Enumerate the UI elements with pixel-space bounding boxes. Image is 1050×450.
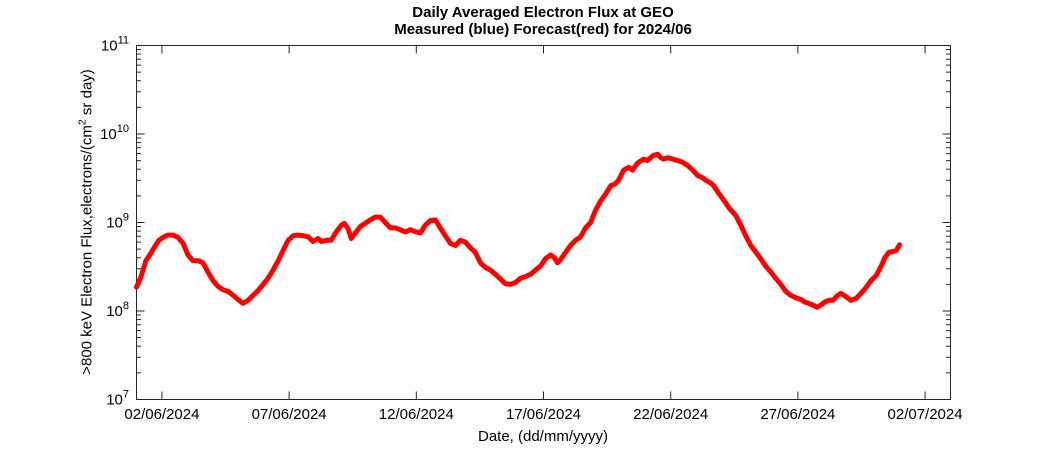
x-tick-label: 02/07/2024: [888, 406, 963, 423]
y-tick-label: 1011: [101, 35, 129, 55]
x-tick-label: 12/06/2024: [379, 406, 454, 423]
y-tick-label: 107: [106, 389, 129, 409]
x-tick-label: 07/06/2024: [252, 406, 327, 423]
x-tick-label: 02/06/2024: [124, 406, 199, 423]
x-tick-label: 17/06/2024: [506, 406, 581, 423]
x-axis-label: Date, (dd/mm/yyyy): [477, 428, 609, 445]
plot-frame: [136, 45, 951, 400]
x-tick-label: 27/06/2024: [760, 406, 835, 423]
chart-subtitle: Measured (blue) Forecast(red) for 2024/0…: [394, 21, 692, 38]
y-tick-label: 108: [106, 300, 129, 320]
forecast-flux-line: [134, 151, 903, 310]
y-axis-label-suffix: sr day): [78, 69, 96, 120]
x-tick-label: 22/06/2024: [633, 406, 708, 423]
y-axis-label: >800 keV Electron Flux,electrons/(cm2 sr…: [77, 69, 96, 375]
y-tick-label: 1010: [100, 123, 129, 143]
y-tick-label: 109: [106, 212, 129, 232]
chart-title: Daily Averaged Electron Flux at GEO: [412, 4, 674, 21]
y-axis-label-superscript: 2: [76, 119, 89, 126]
y-axis-label-text: >800 keV Electron Flux,electrons/(cm: [78, 125, 96, 375]
